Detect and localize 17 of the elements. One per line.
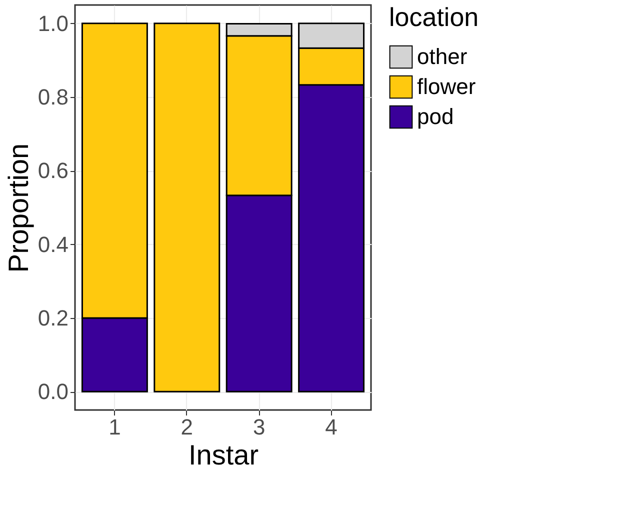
x-tick-label: 1 [108,414,121,440]
x-tick-label: 3 [252,414,266,440]
x-tick-label: 2 [180,414,194,440]
y-tick-label: 0.4 [38,232,68,257]
legend-title: location [389,2,479,32]
y-tick-label: 0.0 [38,379,68,404]
legend-label: flower [417,74,476,99]
y-tick-label: 0.6 [38,158,68,184]
x-axis-title: Instar [188,440,259,470]
y-tick-label: 0.8 [38,84,68,110]
legend-label: other [417,44,468,69]
y-tick-label: 0.2 [38,305,68,330]
bar [154,22,220,392]
x-tick-label: 4 [325,414,338,440]
y-tick-label: 1.0 [38,10,68,36]
y-axis-title: Proportion [2,143,34,273]
legend-label: pod [417,104,454,129]
